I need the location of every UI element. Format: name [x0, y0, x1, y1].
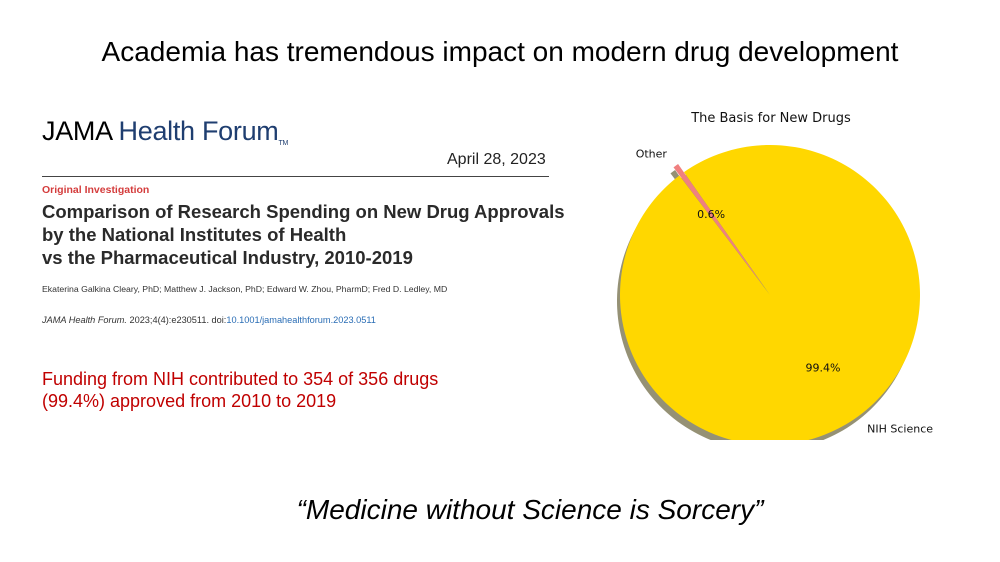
article-title: Comparison of Research Spending on New D…: [42, 200, 565, 269]
journal-logo: JAMA Health ForumTM: [42, 116, 288, 147]
pie-label: NIH Science: [867, 422, 933, 435]
publication-date: April 28, 2023: [447, 151, 546, 168]
pie-label: Other: [636, 148, 668, 161]
article-title-line: Comparison of Research Spending on New D…: [42, 201, 565, 222]
article-citation: JAMA Health Forum. 2023;4(4):e230511. do…: [42, 315, 376, 325]
journal-name-jama: JAMA: [42, 116, 112, 146]
header-divider: [42, 176, 549, 177]
pie-slice-other: [673, 164, 765, 287]
funding-note-line: (99.4%) approved from 2010 to 2019: [42, 391, 337, 411]
chart-title: The Basis for New Drugs: [690, 111, 851, 126]
journal-name-health-forum: Health Forum: [118, 116, 279, 146]
article-title-line: by the National Institutes of Health: [42, 224, 347, 245]
pie-slice-nih-science: [620, 144, 920, 440]
pie-chart: The Basis for New Drugs Other 0.6% NIH Sci…: [617, 111, 933, 440]
doi-link[interactable]: 10.1001/jamahealthforum.2023.0511: [226, 315, 376, 325]
citation-details: 2023;4(4):e230511. doi:: [126, 315, 227, 325]
funding-note-line: Funding from NIH contributed to 354 of 3…: [42, 369, 439, 389]
closing-quote: “Medicine without Science is Sorcery”: [296, 494, 764, 525]
slide-title: Academia has tremendous impact on modern…: [101, 36, 899, 67]
trademark-mark: TM: [278, 140, 289, 147]
citation-journal: JAMA Health Forum.: [42, 315, 127, 325]
article-title-line: vs the Pharmaceutical Industry, 2010-201…: [42, 247, 413, 268]
article-category: Original Investigation: [42, 184, 150, 196]
article-authors: Ekaterina Galkina Cleary, PhD; Matthew J…: [42, 284, 448, 294]
pie-value-label: 99.4%: [806, 362, 841, 375]
pie-value-label: 0.6%: [697, 208, 725, 221]
funding-note: Funding from NIH contributed to 354 of 3…: [42, 368, 542, 412]
pie-slices: Other 0.6% NIH Science 99.4%: [617, 144, 933, 440]
